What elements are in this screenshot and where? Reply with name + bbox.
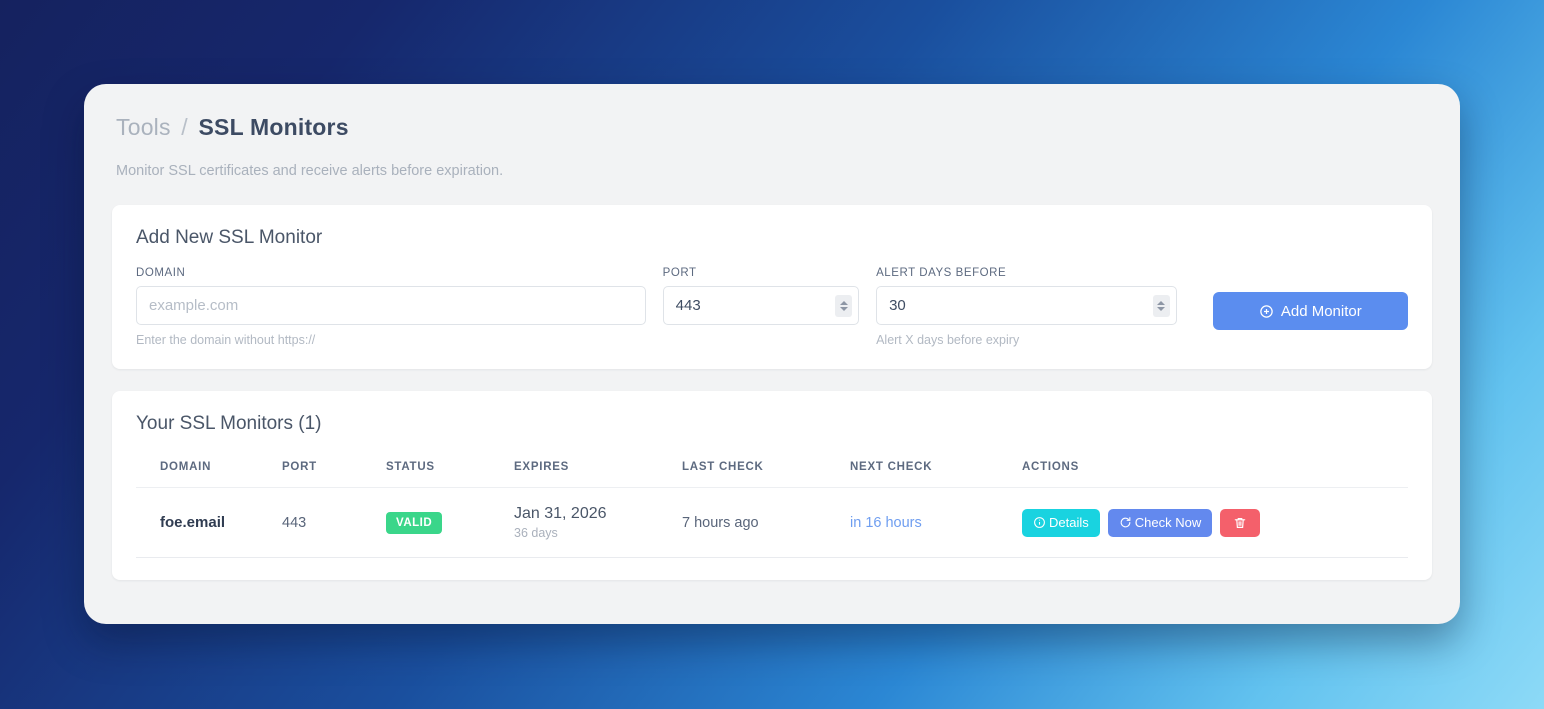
cell-next-check: in 16 hours — [850, 514, 922, 531]
column-header-last-check: LAST CHECK — [682, 453, 850, 488]
port-input-wrap — [662, 286, 860, 325]
monitors-table-head: DOMAIN PORT STATUS EXPIRES LAST CHECK NE… — [136, 453, 1408, 488]
add-monitor-button[interactable]: Add Monitor — [1212, 292, 1408, 330]
column-header-port: PORT — [282, 453, 386, 488]
domain-input-wrap — [136, 286, 646, 325]
breadcrumb-separator: / — [181, 114, 188, 140]
row-actions: Details Check Now — [1022, 508, 1408, 537]
domain-input[interactable] — [136, 286, 646, 325]
cell-port: 443 — [282, 487, 386, 558]
column-header-actions: ACTIONS — [1022, 453, 1408, 488]
delete-button[interactable] — [1220, 508, 1261, 537]
alert-days-label: ALERT DAYS BEFORE — [876, 267, 1007, 279]
alert-days-field-group: ALERT DAYS BEFORE Alert X days before ex… — [876, 267, 1177, 347]
check-now-button[interactable]: Check Now — [1107, 508, 1213, 537]
port-label: PORT — [662, 267, 697, 279]
chevron-down-icon — [839, 306, 848, 311]
status-badge: VALID — [386, 511, 443, 534]
add-monitor-title: Add New SSL Monitor — [136, 227, 323, 248]
info-circle-icon — [1033, 516, 1046, 529]
cell-expires-date: Jan 31, 2026 — [514, 505, 607, 522]
cell-expires-days: 36 days — [514, 526, 558, 540]
table-row: foe.email 443 VALID Jan 31, 2026 36 days… — [136, 487, 1408, 558]
cell-last-check: 7 hours ago — [682, 487, 850, 558]
trash-icon — [1233, 516, 1247, 530]
column-header-next-check: NEXT CHECK — [850, 453, 1022, 488]
monitors-card: Your SSL Monitors (1) DOMAIN PORT STATUS… — [112, 391, 1432, 580]
monitors-title: Your SSL Monitors (1) — [136, 413, 322, 434]
column-header-status: STATUS — [386, 453, 514, 488]
monitors-table: DOMAIN PORT STATUS EXPIRES LAST CHECK NE… — [136, 453, 1408, 558]
alert-days-stepper[interactable] — [1152, 294, 1170, 317]
cell-domain: foe.email — [160, 514, 226, 531]
column-header-domain: DOMAIN — [136, 453, 282, 488]
app-window: Tools / SSL Monitors Monitor SSL certifi… — [84, 84, 1460, 624]
chevron-down-icon — [1157, 306, 1166, 311]
alert-days-input[interactable] — [876, 286, 1177, 325]
domain-field-group: DOMAIN Enter the domain without https:// — [136, 267, 646, 347]
details-button-label: Details — [1049, 515, 1089, 530]
port-stepper[interactable] — [835, 294, 853, 317]
page-subtitle: Monitor SSL certificates and receive ale… — [116, 163, 504, 179]
chevron-up-icon — [839, 300, 848, 305]
alert-days-input-wrap — [876, 286, 1177, 325]
add-monitor-card: Add New SSL Monitor DOMAIN Enter the dom… — [112, 205, 1432, 369]
refresh-icon — [1119, 516, 1132, 529]
check-now-button-label: Check Now — [1134, 515, 1202, 530]
breadcrumb-root[interactable]: Tools — [116, 114, 171, 140]
details-button[interactable]: Details — [1022, 508, 1100, 537]
circle-plus-icon — [1259, 304, 1274, 319]
column-header-expires: EXPIRES — [514, 453, 682, 488]
domain-label: DOMAIN — [136, 267, 186, 279]
monitors-table-body: foe.email 443 VALID Jan 31, 2026 36 days… — [136, 487, 1408, 558]
alert-days-hint: Alert X days before expiry — [876, 333, 1020, 347]
add-monitor-form: DOMAIN Enter the domain without https://… — [136, 267, 1408, 347]
page-title: SSL Monitors — [198, 114, 349, 140]
port-field-group: PORT — [662, 267, 860, 325]
domain-hint: Enter the domain without https:// — [136, 333, 316, 347]
chevron-up-icon — [1157, 300, 1166, 305]
breadcrumb: Tools / SSL Monitors — [112, 114, 1432, 141]
port-input[interactable] — [662, 286, 860, 325]
table-header-row: DOMAIN PORT STATUS EXPIRES LAST CHECK NE… — [136, 453, 1408, 488]
add-monitor-button-label: Add Monitor — [1280, 302, 1362, 320]
